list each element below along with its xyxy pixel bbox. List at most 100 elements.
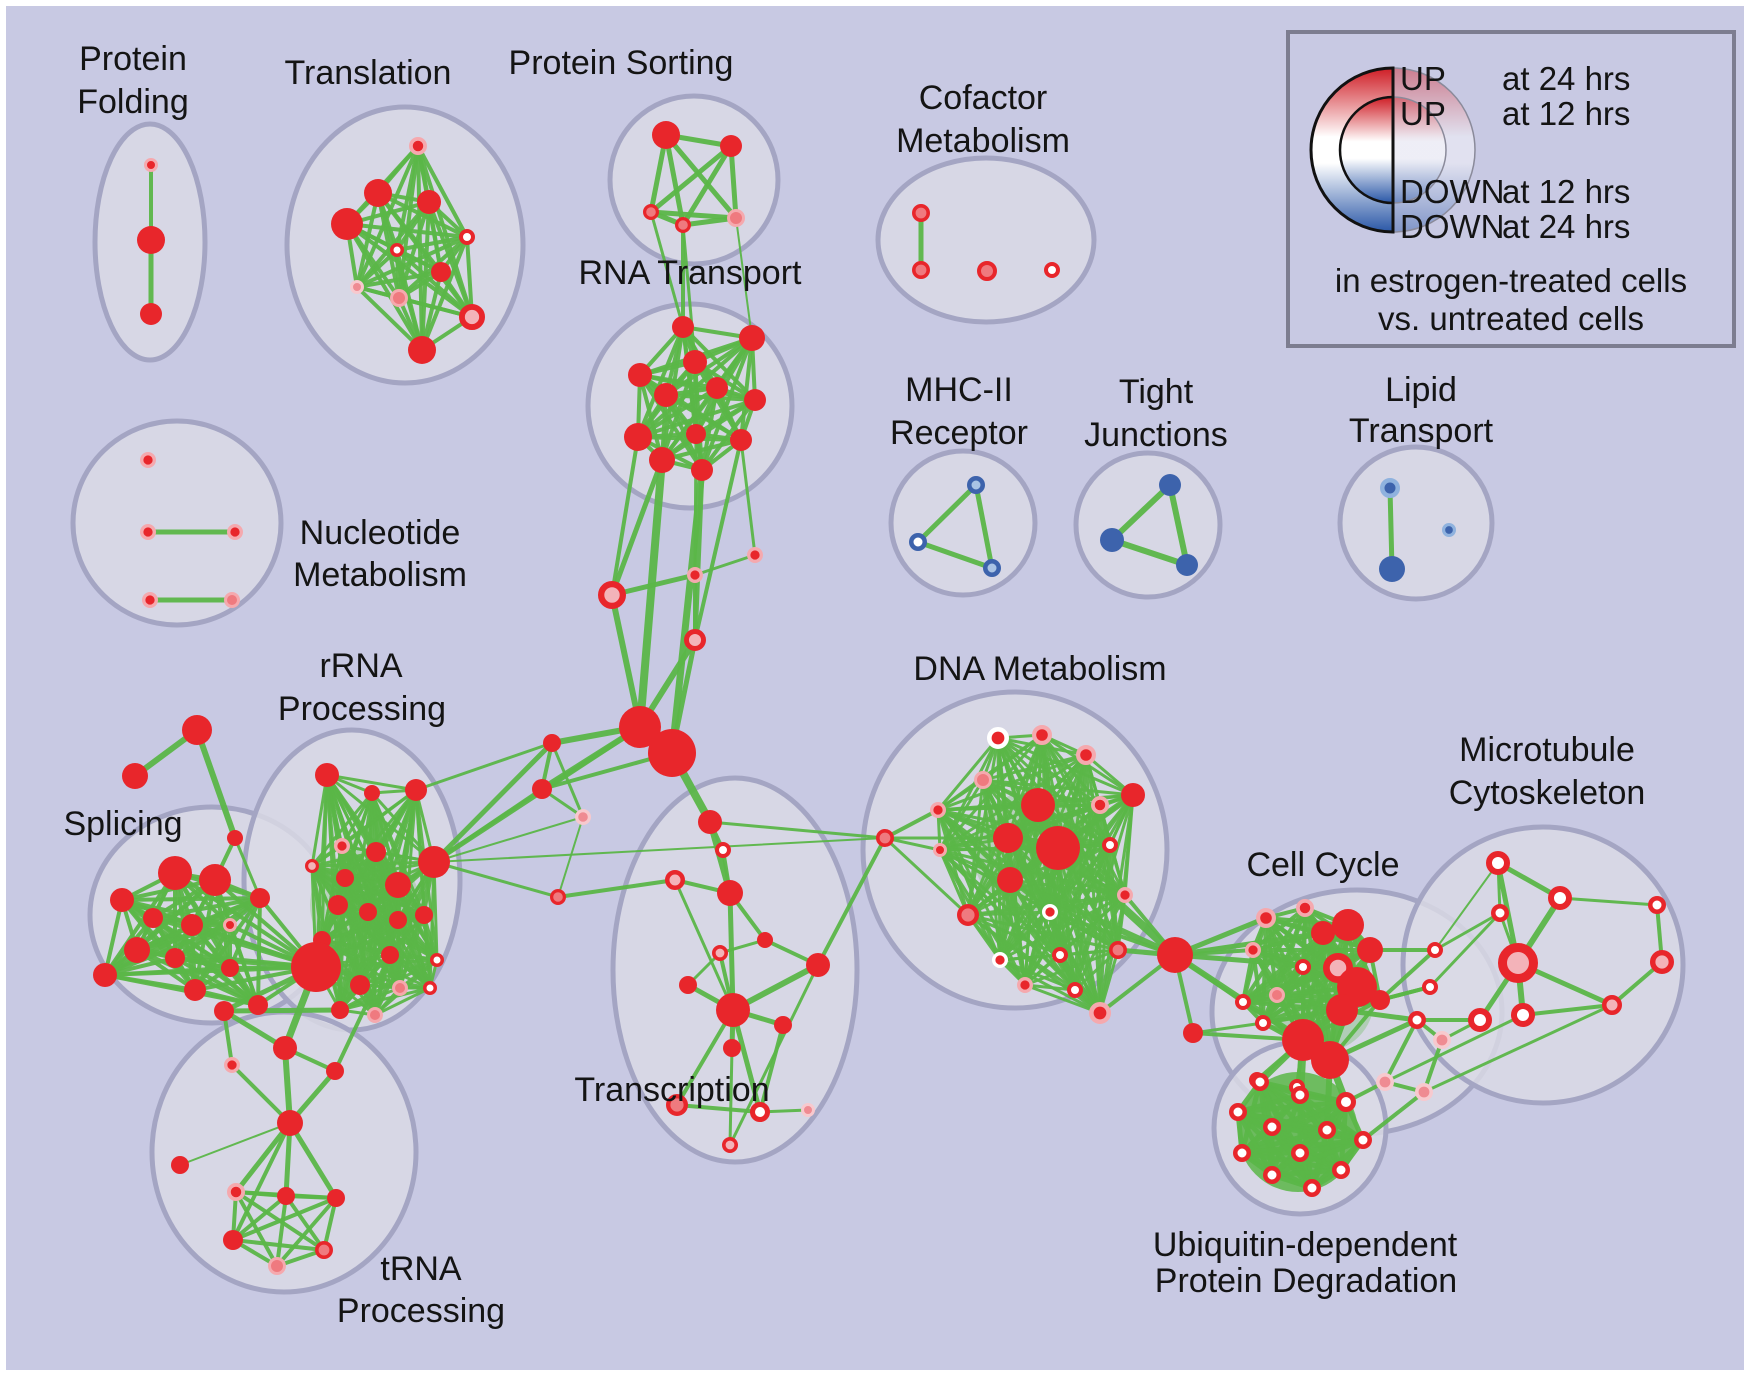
gene-node-d4[interactable] <box>929 801 946 818</box>
gene-node-r19[interactable] <box>423 981 437 995</box>
gene-node-x2[interactable] <box>665 870 685 890</box>
gene-node-u2[interactable] <box>1336 1092 1356 1112</box>
gene-node-t7[interactable] <box>350 280 364 294</box>
gene-node-n1[interactable] <box>139 523 156 540</box>
gene-node-cc12[interactable] <box>1326 994 1358 1026</box>
gene-node-tr6[interactable] <box>226 1183 245 1202</box>
gene-node-mh2[interactable] <box>983 559 1001 577</box>
gene-node-d2[interactable] <box>1075 744 1096 765</box>
gene-node-tr9[interactable] <box>223 1230 243 1250</box>
gene-node-cc20[interactable] <box>1376 1073 1395 1092</box>
gene-node-r4[interactable] <box>305 859 320 874</box>
gene-node-x4[interactable] <box>549 888 566 905</box>
gene-node-ch3[interactable] <box>683 628 706 651</box>
gene-node-d18[interactable] <box>1052 947 1068 963</box>
gene-node-tr11[interactable] <box>268 1257 286 1275</box>
gene-node-r21[interactable] <box>367 1007 383 1023</box>
gene-node-d16[interactable] <box>1117 886 1134 903</box>
gene-node-lp1[interactable] <box>1379 556 1405 582</box>
gene-node-m0[interactable] <box>1486 851 1510 875</box>
gene-node-lt2[interactable] <box>574 808 591 825</box>
gene-node-d11[interactable] <box>1036 826 1080 870</box>
gene-node-ps0[interactable] <box>652 121 680 149</box>
gene-node-h1[interactable] <box>648 729 696 777</box>
gene-node-d21[interactable] <box>1067 982 1083 998</box>
gene-node-r3[interactable] <box>333 837 350 854</box>
gene-node-ch0[interactable] <box>598 581 627 610</box>
gene-node-s5[interactable] <box>110 888 134 912</box>
gene-node-r14[interactable] <box>430 953 444 967</box>
gene-node-ps2[interactable] <box>642 204 659 221</box>
gene-node-u11[interactable] <box>1303 1179 1321 1197</box>
gene-node-cc7[interactable] <box>1295 959 1311 975</box>
gene-node-pf1[interactable] <box>137 226 165 254</box>
gene-node-cc4[interactable] <box>1357 937 1383 963</box>
gene-node-n2[interactable] <box>226 523 243 540</box>
gene-node-x3[interactable] <box>717 880 743 906</box>
gene-node-rt10[interactable] <box>649 447 675 473</box>
gene-node-x14[interactable] <box>801 1103 815 1117</box>
gene-node-s12[interactable] <box>184 979 206 1001</box>
gene-node-t10[interactable] <box>408 336 436 364</box>
gene-node-cf2[interactable] <box>977 261 997 281</box>
gene-node-r8[interactable] <box>418 846 450 878</box>
gene-node-ps3[interactable] <box>674 217 691 234</box>
gene-node-u3[interactable] <box>1229 1103 1247 1121</box>
gene-node-cf0[interactable] <box>911 204 930 223</box>
gene-node-cc15[interactable] <box>1370 990 1390 1010</box>
gene-node-cc10[interactable] <box>1235 994 1251 1010</box>
gene-node-r16[interactable] <box>291 942 341 992</box>
gene-node-ch1[interactable] <box>686 566 703 583</box>
gene-node-cc2[interactable] <box>1311 921 1335 945</box>
gene-node-s15[interactable] <box>250 888 270 908</box>
gene-node-cc13[interactable] <box>1282 1019 1324 1061</box>
gene-node-d12[interactable] <box>997 867 1023 893</box>
gene-node-x11[interactable] <box>723 1039 741 1057</box>
gene-node-cc8[interactable] <box>1245 941 1262 958</box>
gene-node-m11[interactable] <box>1649 950 1674 975</box>
gene-node-m7[interactable] <box>1468 1008 1492 1032</box>
gene-node-m9[interactable] <box>1602 995 1622 1015</box>
gene-node-tr4[interactable] <box>277 1110 303 1136</box>
gene-node-cc3[interactable] <box>1332 909 1364 941</box>
gene-node-m1[interactable] <box>1548 886 1572 910</box>
gene-node-tr1[interactable] <box>273 1036 297 1060</box>
gene-node-rt1[interactable] <box>739 325 765 351</box>
gene-node-x0[interactable] <box>698 810 722 834</box>
gene-node-t9[interactable] <box>458 303 485 330</box>
gene-node-m8[interactable] <box>1511 1003 1535 1027</box>
gene-node-r20[interactable] <box>331 1001 349 1019</box>
gene-node-cc21[interactable] <box>1415 1083 1434 1102</box>
gene-node-s0[interactable] <box>182 715 212 745</box>
gene-node-cc17[interactable] <box>1422 979 1438 995</box>
gene-node-d5[interactable] <box>1121 783 1145 807</box>
gene-node-d22[interactable] <box>1089 1001 1112 1024</box>
gene-node-r10[interactable] <box>359 903 377 921</box>
gene-node-rt3[interactable] <box>628 363 652 387</box>
gene-node-s7[interactable] <box>181 914 203 936</box>
gene-node-t4[interactable] <box>459 229 475 245</box>
gene-node-u5[interactable] <box>1318 1121 1336 1139</box>
gene-node-d10[interactable] <box>993 823 1023 853</box>
gene-node-r1[interactable] <box>364 785 380 801</box>
gene-node-rt2[interactable] <box>683 350 707 374</box>
gene-node-tj1[interactable] <box>1100 528 1124 552</box>
gene-node-x5[interactable] <box>757 932 773 948</box>
gene-node-r6[interactable] <box>336 869 354 887</box>
gene-node-tr0[interactable] <box>214 1001 234 1021</box>
gene-node-lp0[interactable] <box>1380 478 1400 498</box>
gene-node-cc14[interactable] <box>1311 1041 1349 1079</box>
gene-node-u1[interactable] <box>1291 1086 1309 1104</box>
gene-node-d20[interactable] <box>1016 976 1033 993</box>
gene-node-x6[interactable] <box>711 944 728 961</box>
gene-node-d15[interactable] <box>1042 903 1059 920</box>
gene-node-c0[interactable] <box>1157 937 1193 973</box>
gene-node-cc0[interactable] <box>1255 907 1276 928</box>
gene-node-s10[interactable] <box>165 948 185 968</box>
gene-node-rt11[interactable] <box>691 459 713 481</box>
gene-node-u7[interactable] <box>1233 1144 1251 1162</box>
gene-node-h0[interactable] <box>619 706 661 748</box>
gene-node-x13[interactable] <box>750 1102 770 1122</box>
gene-node-t8[interactable] <box>390 289 408 307</box>
gene-node-u4[interactable] <box>1263 1118 1281 1136</box>
